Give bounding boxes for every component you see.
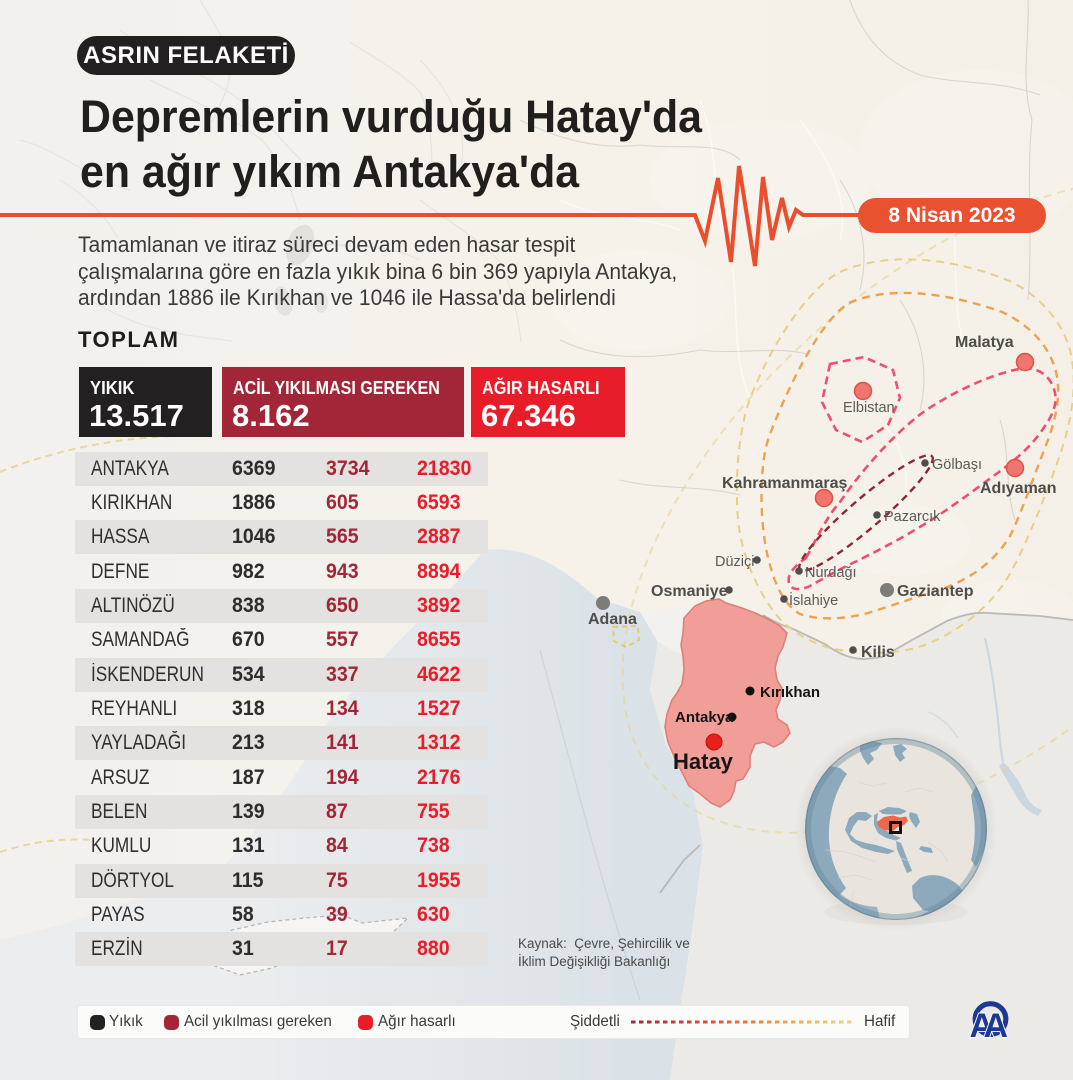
svg-text:Adana: Adana (588, 611, 637, 628)
svg-text:Kırıkhan: Kırıkhan (760, 684, 820, 701)
svg-text:Adıyaman: Adıyaman (980, 480, 1056, 497)
svg-text:Nurdağı: Nurdağı (805, 565, 857, 581)
svg-text:Antakya: Antakya (675, 709, 734, 726)
svg-text:Elbistan: Elbistan (843, 400, 895, 416)
svg-text:Malatya: Malatya (955, 334, 1014, 351)
svg-text:Kilis: Kilis (861, 644, 895, 661)
svg-text:Hatay: Hatay (673, 749, 734, 774)
svg-text:Kahramanmaraş: Kahramanmaraş (722, 475, 848, 492)
svg-text:Gölbaşı: Gölbaşı (932, 457, 982, 473)
svg-text:A: A (970, 1007, 994, 1040)
svg-text:A: A (984, 1007, 1009, 1040)
svg-text:Pazarcık: Pazarcık (884, 509, 941, 525)
svg-text:İslahiye: İslahiye (789, 591, 838, 609)
svg-text:Osmaniye: Osmaniye (651, 583, 728, 600)
svg-text:Düziçi: Düziçi (715, 554, 754, 570)
svg-text:Gaziantep: Gaziantep (897, 583, 974, 600)
